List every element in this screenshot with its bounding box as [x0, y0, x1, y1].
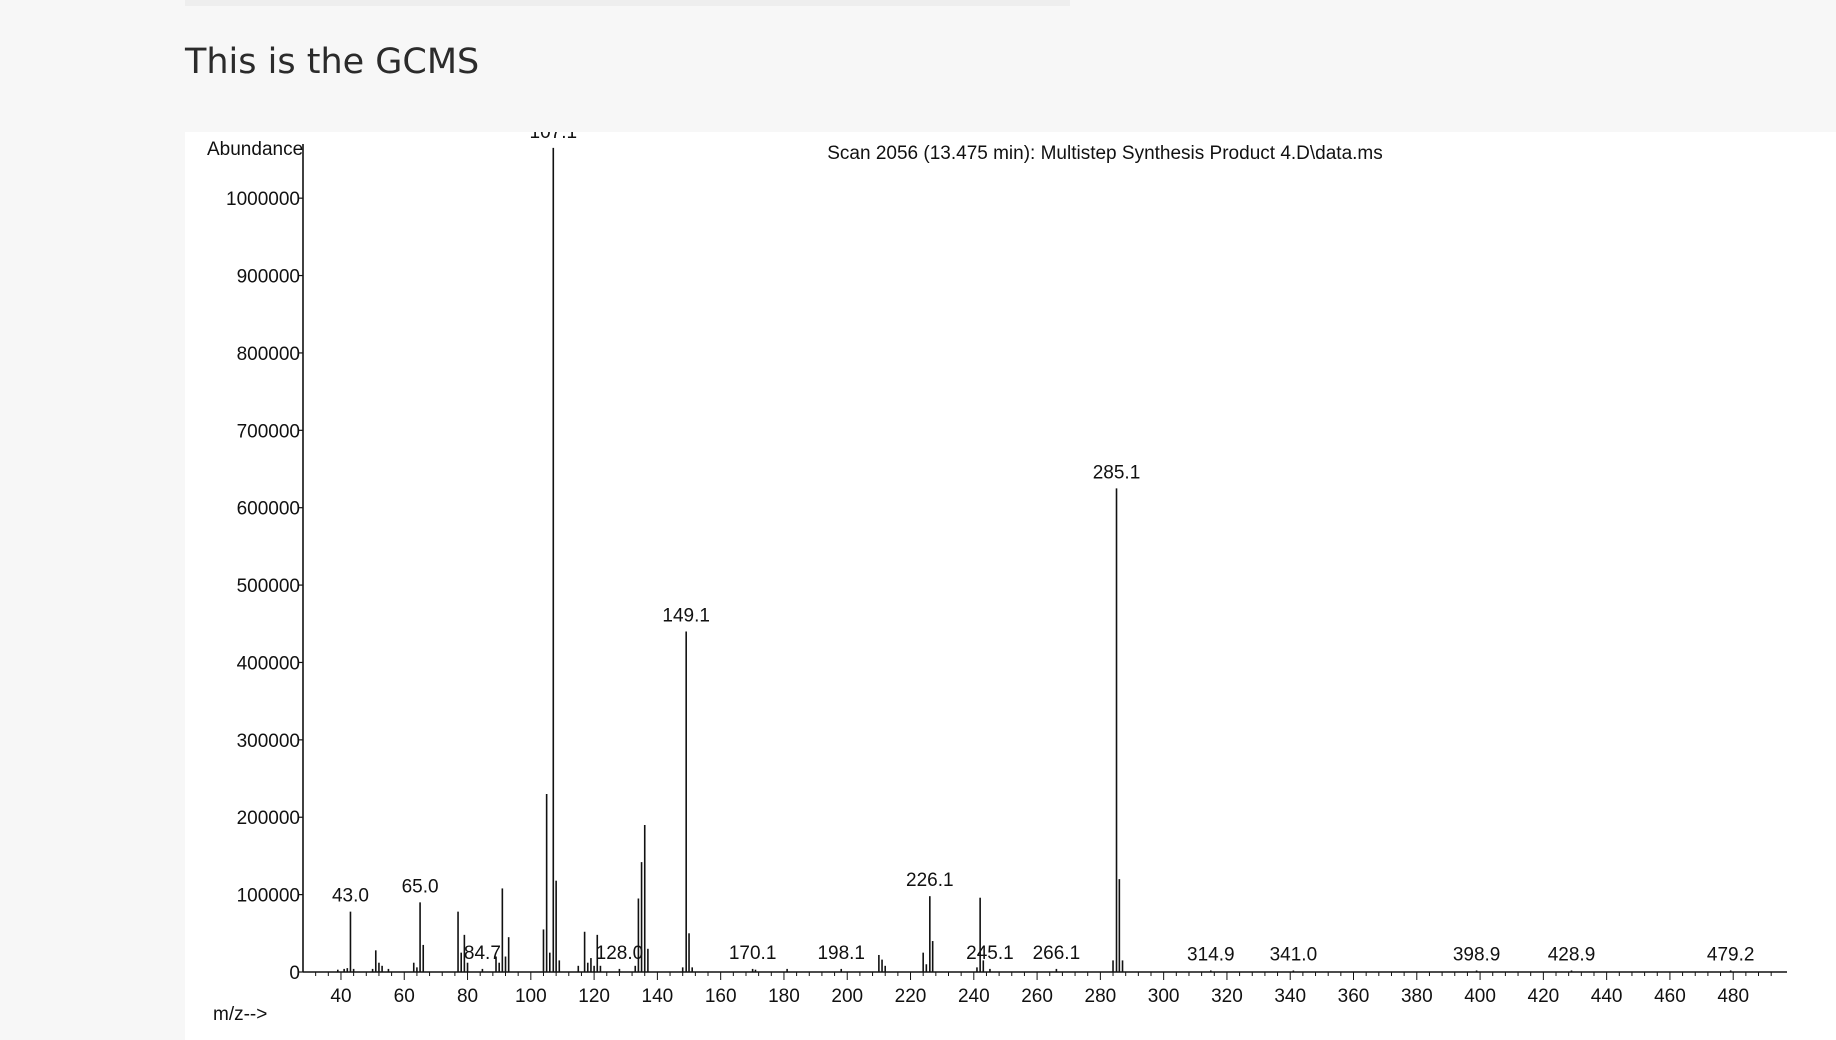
x-tick-label: 120	[578, 986, 610, 1007]
y-tick-label: 600000	[237, 499, 300, 520]
peak-label: 341.0	[1270, 944, 1318, 965]
x-tick-label: 380	[1401, 986, 1433, 1007]
mass-spectrum-figure: Scan 2056 (13.475 min): Multistep Synthe…	[185, 132, 1836, 1040]
peak-label: 245.1	[966, 943, 1014, 964]
peak-label: 149.1	[662, 606, 710, 627]
x-tick-label: 360	[1338, 986, 1370, 1007]
peak-label: 84.7	[464, 943, 501, 964]
peak-label: 107.1	[530, 132, 578, 143]
y-axis-label: Abundance	[207, 139, 303, 160]
x-tick-label: 80	[457, 986, 478, 1007]
x-tick-label: 200	[831, 986, 863, 1007]
peak-label: 226.1	[906, 870, 954, 891]
peak-label: 285.1	[1093, 462, 1141, 483]
x-tick-label: 220	[895, 986, 927, 1007]
chart-title: Scan 2056 (13.475 min): Multistep Synthe…	[827, 143, 1383, 164]
y-tick-label: 1000000	[226, 189, 300, 210]
x-tick-label: 100	[515, 986, 547, 1007]
mass-spectrum-chart: Scan 2056 (13.475 min): Multistep Synthe…	[207, 132, 1787, 1025]
peak-label: 266.1	[1033, 943, 1081, 964]
peaks-group	[337, 147, 1732, 972]
peak-label: 65.0	[402, 876, 439, 897]
peak-label: 398.9	[1453, 944, 1501, 965]
x-axis-label: m/z-->	[213, 1004, 267, 1025]
x-tick-label: 300	[1148, 986, 1180, 1007]
x-tick-label: 160	[705, 986, 737, 1007]
y-tick-label: 400000	[237, 653, 300, 674]
x-tick-label: 460	[1654, 986, 1686, 1007]
y-tick-label: 300000	[237, 731, 300, 752]
y-tick-label: 100000	[237, 886, 300, 907]
x-tick-label: 260	[1021, 986, 1053, 1007]
peak-label: 128.0	[596, 943, 644, 964]
x-tick-label: 280	[1085, 986, 1117, 1007]
top-divider	[185, 0, 1070, 6]
x-tick-label: 240	[958, 986, 990, 1007]
x-tick-label: 340	[1274, 986, 1306, 1007]
x-tick-label: 480	[1717, 986, 1749, 1007]
axes-group: 0 100000 200000 300000 400000 500000 600000 700…	[226, 144, 1787, 1007]
peak-label: 198.1	[817, 943, 865, 964]
y-tick-label: 500000	[237, 576, 300, 597]
peak-label: 479.2	[1707, 944, 1755, 965]
x-tick-label: 180	[768, 986, 800, 1007]
peak-label: 170.1	[729, 943, 777, 964]
peak-label: 428.9	[1548, 944, 1596, 965]
y-tick-label: 900000	[237, 267, 300, 288]
x-tick-label: 320	[1211, 986, 1243, 1007]
x-tick-label: 420	[1528, 986, 1560, 1007]
y-tick-label: 800000	[237, 344, 300, 365]
peak-label: 43.0	[332, 886, 369, 907]
y-tick-label: 0	[289, 963, 300, 984]
x-tick-label: 400	[1464, 986, 1496, 1007]
y-tick-label: 200000	[237, 808, 300, 829]
peak-labels-group: 43.0 65.0 84.7 107.1 128.0 149.1 170.1 198.1 226…	[332, 132, 1754, 965]
y-tick-label: 700000	[237, 421, 300, 442]
x-tick-label: 60	[394, 986, 415, 1007]
caption-text: This is the GCMS	[185, 42, 480, 82]
x-tick-label: 40	[330, 986, 351, 1007]
peak-label: 314.9	[1187, 944, 1235, 965]
x-tick-label: 440	[1591, 986, 1623, 1007]
x-tick-label: 140	[642, 986, 674, 1007]
